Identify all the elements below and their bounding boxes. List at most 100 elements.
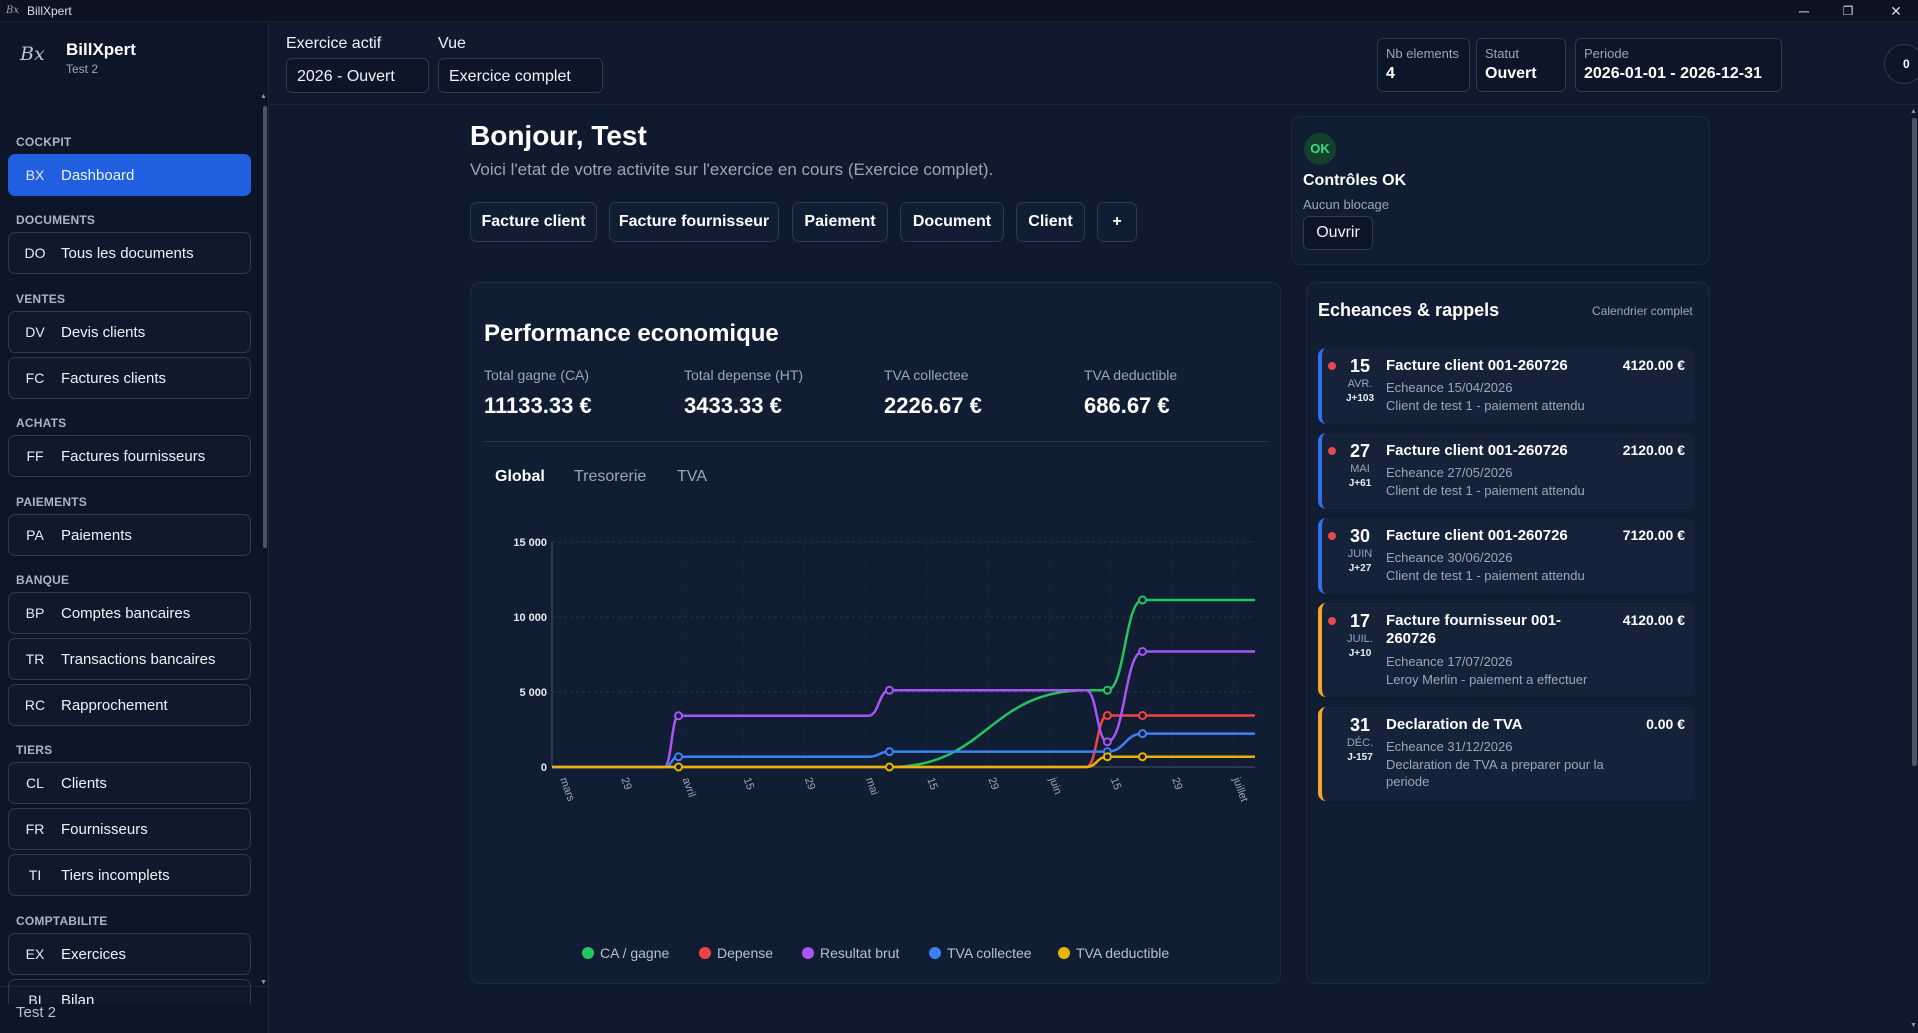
nav-code: TR	[25, 651, 45, 667]
kpi-value: 11133.33 €	[484, 393, 592, 418]
main-scrollbar[interactable]	[1912, 118, 1917, 766]
calendrier-link[interactable]: Calendrier complet	[1592, 304, 1693, 318]
sidebar-item-exercices[interactable]: EX Exercices	[8, 933, 251, 975]
sidebar-item-transactions-bancaires[interactable]: TR Transactions bancaires	[8, 638, 251, 680]
sidebar-item-rapprochement[interactable]: RC Rapprochement	[8, 684, 251, 726]
controls-title: Contrôles OK	[1303, 172, 1407, 189]
x-tick-label: mars	[557, 776, 577, 804]
sidebar-item-factures-fournisseurs[interactable]: FF Factures fournisseurs	[8, 435, 251, 477]
due-day: 15	[1349, 356, 1371, 376]
sidebar-item-clients[interactable]: CL Clients	[8, 762, 251, 804]
section-ventes: VENTES	[16, 292, 66, 306]
sidebar-item-fournisseurs[interactable]: FR Fournisseurs	[8, 808, 251, 850]
nav-code: BX	[25, 167, 45, 183]
due-title: Facture client 001-260726	[1386, 442, 1568, 459]
stat-periode: Periode 2026-01-01 - 2026-12-31	[1575, 38, 1782, 92]
tab-global[interactable]: Global	[495, 468, 545, 485]
facture-client-button[interactable]: Facture client	[470, 202, 597, 242]
due-amount: 7120.00 €	[1622, 527, 1685, 543]
alert-dot	[1328, 362, 1336, 370]
due-relative: J-157	[1347, 752, 1373, 763]
nav-code: BP	[25, 605, 45, 621]
sidebar-item-comptes-bancaires[interactable]: BP Comptes bancaires	[8, 592, 251, 634]
due-month: JUIN	[1347, 548, 1373, 560]
echeance-item[interactable]: 17 JUIL. J+10 Facture fournisseur 001-26…	[1318, 603, 1695, 697]
stat-value: 2026-01-01 - 2026-12-31	[1584, 65, 1762, 82]
sidebar-item-devis-clients[interactable]: DV Devis clients	[8, 311, 251, 353]
paiement-button[interactable]: Paiement	[792, 202, 888, 242]
nav-label: Tous les documents	[61, 244, 194, 262]
tab-tresorerie[interactable]: Tresorerie	[574, 468, 647, 485]
data-point	[1138, 752, 1148, 762]
vue-select[interactable]: Exercice complet	[438, 58, 603, 93]
legend-resultat: Resultat brut	[802, 945, 899, 961]
nav-label: Rapprochement	[61, 696, 168, 714]
nav-code: FF	[26, 448, 44, 464]
y-tick-label: 10 000	[513, 612, 547, 624]
nav-label: Transactions bancaires	[61, 650, 216, 668]
due-desc: Declaration de TVA a preparer pour la pe…	[1386, 757, 1604, 789]
legend-label: TVA deductible	[1076, 945, 1170, 961]
topbar: Exercice actif 2026 - Ouvert Vue Exercic…	[270, 22, 1918, 105]
scroll-down-icon[interactable]: ▼	[260, 979, 267, 986]
echeance-item[interactable]: 15 AVR. J+103 Facture client 001-260726 …	[1318, 348, 1695, 424]
x-tick-label: 29	[802, 776, 817, 792]
echeance-item[interactable]: 31 DÉC. J-157 Declaration de TVA 0.00 € …	[1318, 707, 1695, 801]
series-line	[552, 732, 1255, 769]
sidebar-item-tous-documents[interactable]: DO Tous les documents	[8, 232, 251, 274]
kpi-label: Total gagne (CA)	[484, 367, 590, 383]
close-icon[interactable]: ✕	[1890, 2, 1902, 19]
kpi-label: TVA deductible	[1084, 367, 1178, 383]
due-month: DÉC.	[1346, 737, 1374, 749]
nav-label: Factures fournisseurs	[61, 447, 206, 465]
nav-label: Comptes bancaires	[61, 604, 191, 622]
kpi-total-gagne: Total gagne (CA) 11133.33 €	[484, 367, 592, 419]
nav-label: Exercices	[61, 945, 127, 963]
legend-ca: CA / gagne	[582, 945, 669, 961]
add-button[interactable]: +	[1097, 202, 1137, 242]
echeance-item[interactable]: 27 MAI J+61 Facture client 001-260726 21…	[1318, 433, 1695, 509]
alert-dot	[1328, 532, 1336, 540]
sidebar-item-tiers-incomplets[interactable]: TI Tiers incomplets	[8, 854, 251, 896]
client-button[interactable]: Client	[1016, 202, 1085, 242]
sidebar: Bx BillXpert Test 2 COCKPIT BX Dashboard…	[0, 22, 269, 1033]
data-point	[1102, 685, 1112, 695]
facture-fournisseur-button[interactable]: Facture fournisseur	[609, 202, 779, 242]
x-tick-label: juillet	[1230, 775, 1250, 804]
sidebar-item-dashboard[interactable]: BX Dashboard	[8, 154, 251, 196]
maximize-icon[interactable]: ❐	[1842, 4, 1854, 18]
sidebar-item-factures-clients[interactable]: FC Factures clients	[8, 357, 251, 399]
exercice-select[interactable]: 2026 - Ouvert	[286, 58, 429, 93]
main-scroll-down-icon[interactable]: ▼	[1910, 1022, 1917, 1029]
minimize-icon[interactable]: ─	[1799, 3, 1809, 19]
y-tick-label: 0	[541, 762, 547, 774]
nav-label: Fournisseurs	[61, 820, 148, 838]
vue-label: Vue	[438, 35, 466, 52]
data-point	[674, 752, 684, 762]
scroll-up-icon[interactable]: ▲	[260, 93, 267, 100]
section-comptabilite: COMPTABILITE	[16, 914, 108, 928]
series-line	[552, 598, 1255, 769]
controls-subtitle: Aucun blocage	[1303, 197, 1390, 212]
x-tick-label: 29	[985, 776, 1000, 792]
notification-badge[interactable]: 0	[1884, 44, 1918, 84]
stat-statut: Statut Ouvert	[1476, 38, 1566, 92]
due-title: Declaration de TVA	[1386, 716, 1523, 733]
echeance-item[interactable]: 30 JUIN J+27 Facture client 001-260726 7…	[1318, 518, 1695, 594]
nav-code: BI	[28, 992, 42, 1004]
due-month: JUIL.	[1347, 633, 1373, 645]
due-desc: Leroy Merlin - paiement a effectuer	[1386, 672, 1588, 687]
sidebar-item-bilan[interactable]: BI Bilan	[8, 979, 251, 1004]
data-point	[1138, 595, 1148, 605]
alert-dot	[1328, 617, 1336, 625]
sidebar-item-paiements[interactable]: PA Paiements	[8, 514, 251, 556]
main-scroll-up-icon[interactable]: ▲	[1910, 108, 1917, 115]
ouvrir-button[interactable]: Ouvrir	[1303, 216, 1373, 250]
sidebar-scrollbar[interactable]	[263, 106, 267, 548]
document-button[interactable]: Document	[900, 202, 1004, 242]
performance-chart: 15 000 10 000 5 000 0 mars 29 avril 15 29 mai 15 29…	[513, 537, 1255, 804]
legend-label: TVA collectee	[947, 945, 1032, 961]
tab-tva[interactable]: TVA	[677, 468, 707, 485]
nav-label: Dashboard	[61, 166, 135, 184]
exercice-label: Exercice actif	[286, 35, 382, 52]
